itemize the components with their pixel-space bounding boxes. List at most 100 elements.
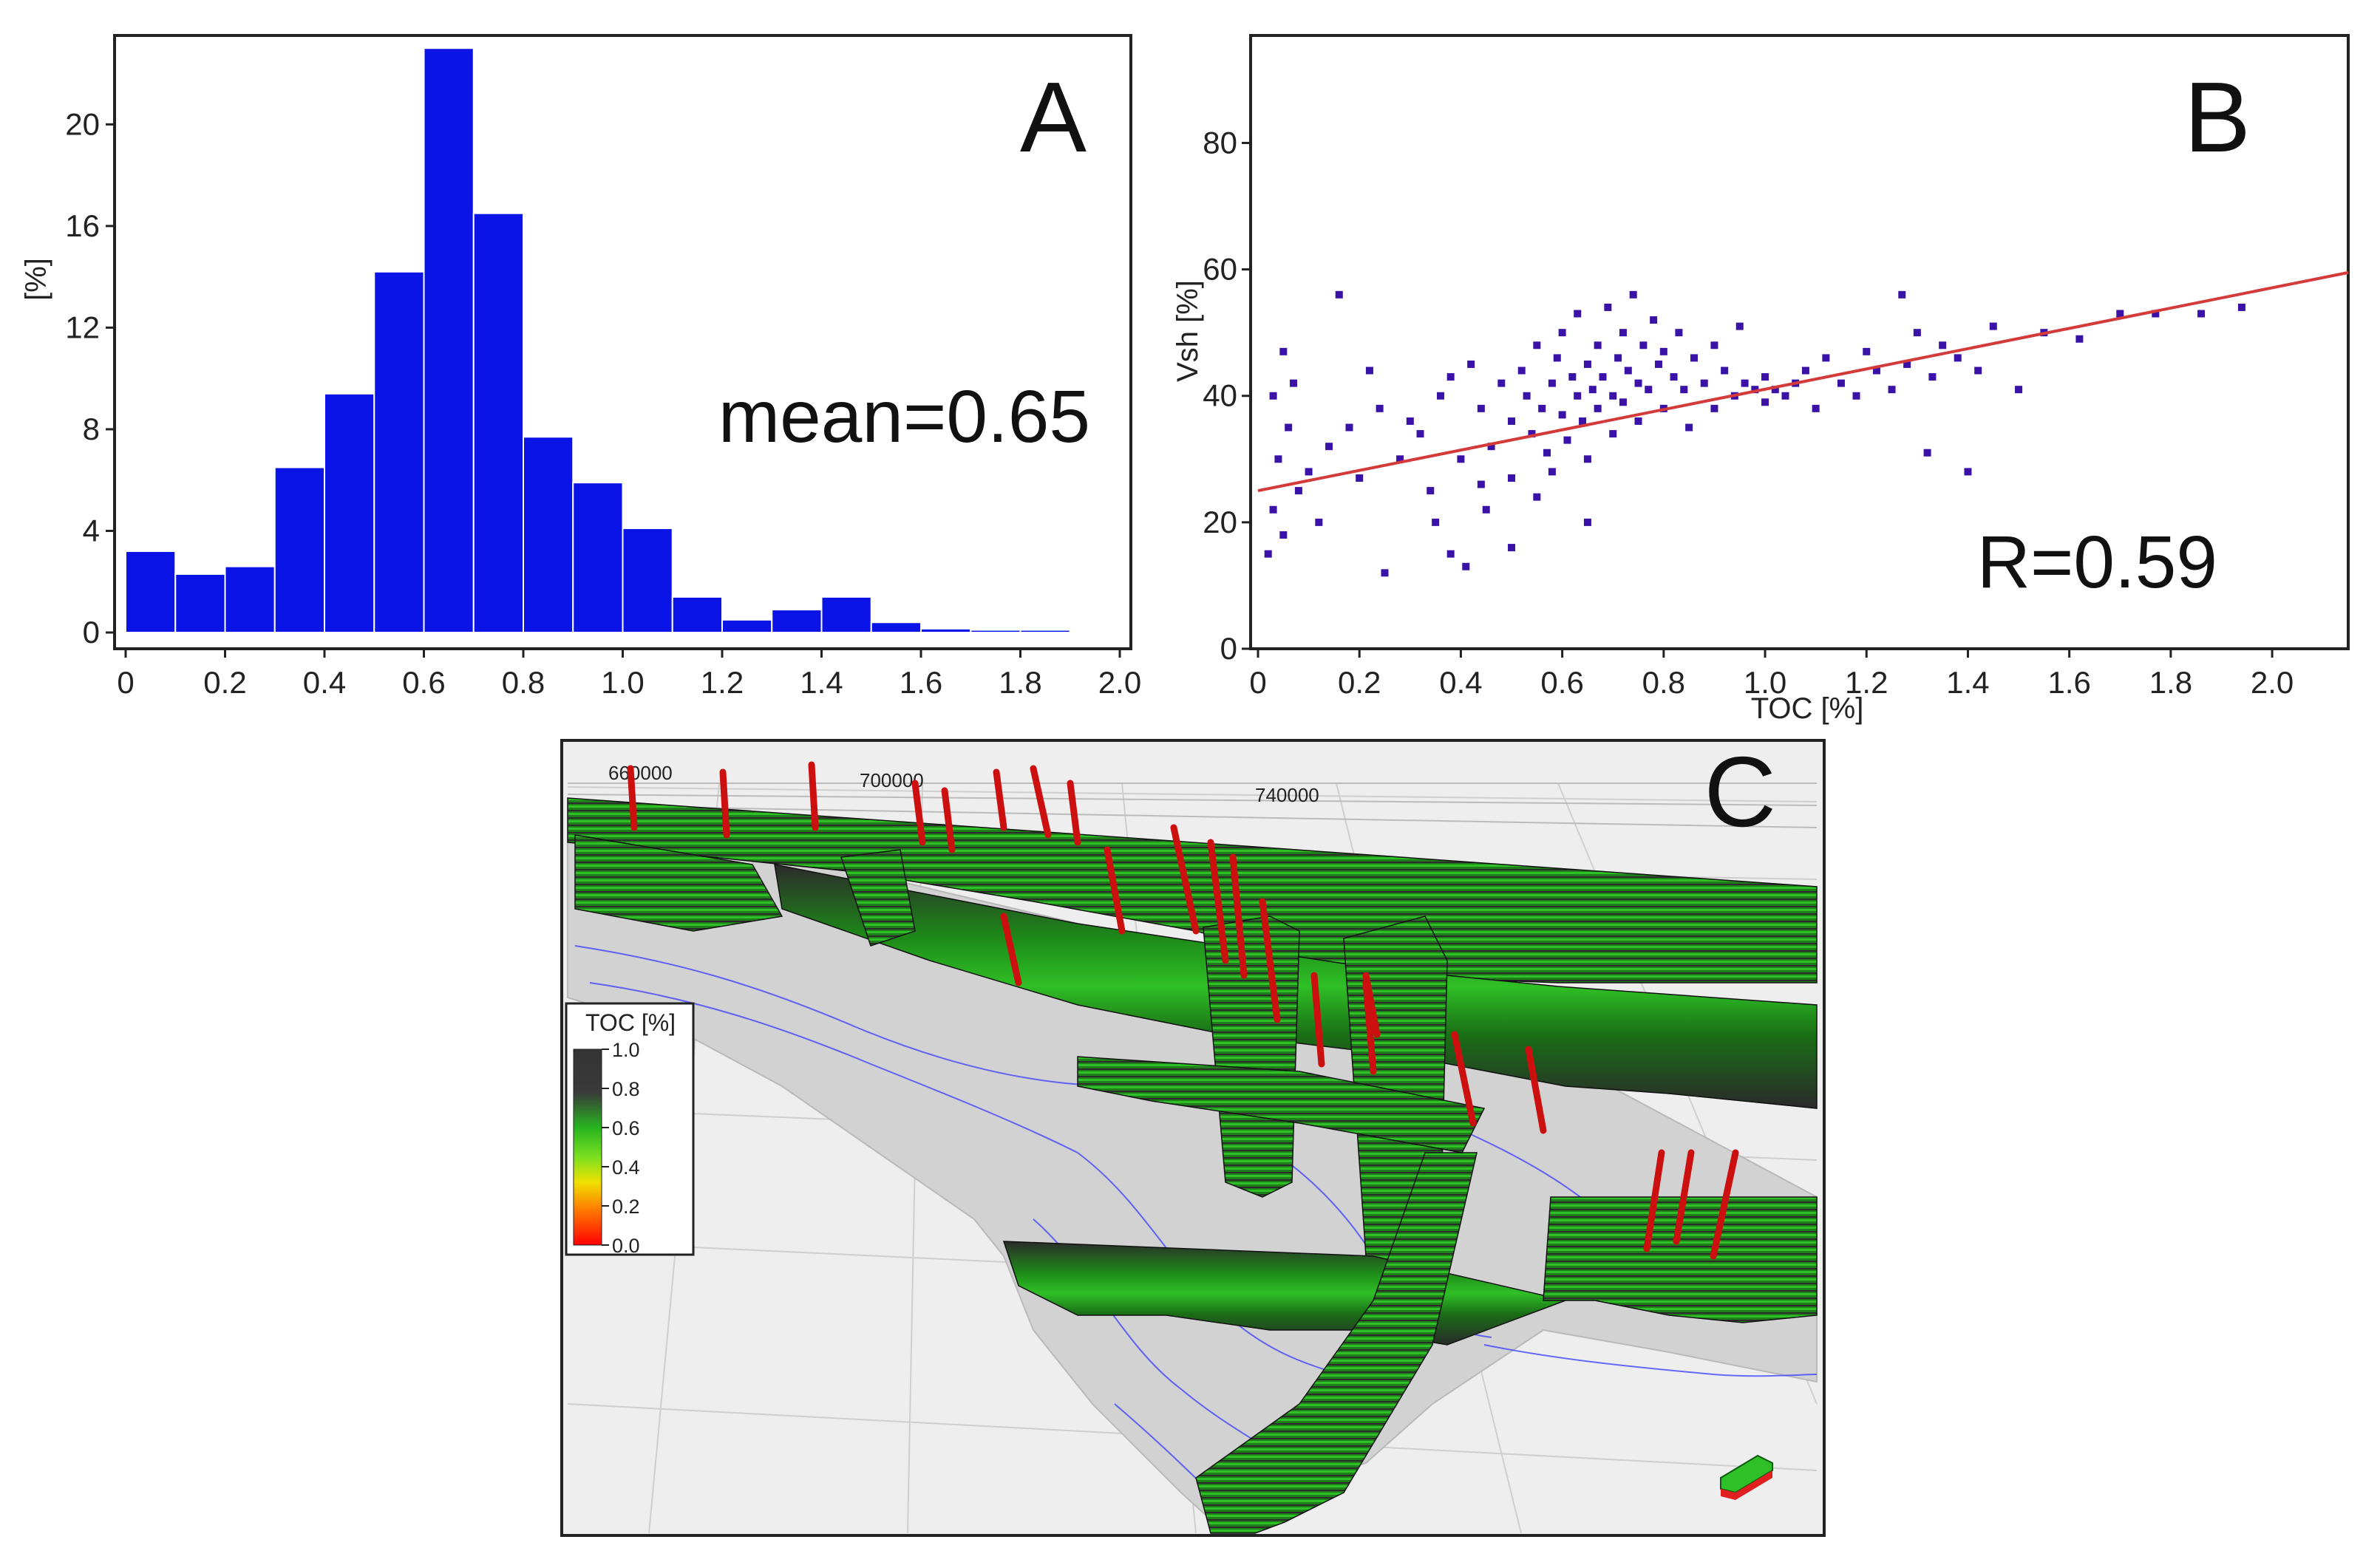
legend-title: TOC [%]	[585, 1009, 676, 1036]
scatter-point	[2116, 310, 2124, 318]
scatter-point	[1462, 562, 1470, 570]
legend-tick-label: 0.8	[612, 1078, 640, 1100]
panel-b: Vsh [%] TOC [%] B R=0.59 0 0.2 0.4 0.6 0.8 1.…	[1168, 0, 2380, 739]
scatter-point	[1609, 430, 1617, 438]
x-tick-label: 1.6	[900, 665, 942, 700]
scatter-point	[1923, 449, 1931, 457]
scatter-point	[1269, 505, 1277, 514]
scatter-point	[1659, 347, 1667, 355]
scatter-point	[1939, 341, 1947, 350]
scatter-point	[1928, 373, 1937, 381]
scatter-point	[1523, 392, 1531, 400]
scatter-point	[1837, 379, 1845, 387]
scatter-point	[1913, 329, 1921, 337]
x-tick-label: 1.8	[999, 665, 1041, 700]
scatter-point	[1574, 392, 1582, 400]
y-axis-label: [%]	[20, 258, 52, 301]
histogram-bar	[373, 270, 425, 633]
scatter-point	[1325, 443, 1333, 451]
legend-tick-label: 0.6	[612, 1117, 640, 1139]
toc-sections	[567, 797, 1818, 1534]
scatter-point	[1487, 443, 1495, 451]
histogram-bar	[970, 629, 1021, 634]
x-tick-label: 0.6	[1540, 665, 1583, 700]
scatter-point	[1579, 417, 1587, 425]
y-axis-label: Vsh [%]	[1172, 280, 1204, 382]
scatter-point	[1680, 386, 1688, 394]
scatter-point	[1563, 436, 1571, 444]
scatter-point	[1771, 386, 1779, 394]
scatter-point	[1888, 386, 1896, 394]
r-annotation: R=0.59	[1977, 521, 2217, 604]
scatter-point	[1279, 531, 1288, 539]
scatter-point	[2152, 310, 2160, 318]
scatter-point	[1654, 360, 1662, 368]
scatter-point	[1548, 468, 1556, 476]
scatter-point	[1508, 417, 1516, 425]
scatter-point	[1852, 392, 1860, 400]
x-tick-label: 1.6	[2047, 665, 2090, 700]
x-tick-label: 1.4	[1946, 665, 1989, 700]
scatter-point	[1446, 550, 1455, 558]
scatter-point	[2075, 335, 2084, 343]
scatter-point	[1432, 518, 1440, 526]
panel-label-b: B	[2184, 61, 2251, 173]
scatter-point	[1761, 373, 1769, 381]
y-tick-label: 20	[65, 106, 100, 141]
scatter-point	[1614, 354, 1622, 362]
x-tick-label: 1.2	[701, 665, 744, 700]
scatter-point	[1989, 322, 1997, 330]
scatter-point	[1583, 455, 1591, 463]
histogram-bar	[273, 466, 325, 633]
scatter-point	[1376, 404, 1384, 412]
scatter-point	[1497, 379, 1506, 387]
histogram-bar	[523, 436, 574, 633]
scatter-point	[1624, 366, 1632, 375]
scatter-point	[1645, 386, 1653, 394]
x-tick-label: 1.0	[601, 665, 644, 700]
scatter-point	[1685, 423, 1693, 432]
histogram-bar	[174, 573, 226, 633]
y-tick-label: 20	[1203, 505, 1237, 539]
scatter-point	[1406, 417, 1414, 425]
panel-a: [%] A mean=0.65 0 0.2 0.4 0.6 0.8 1.0 1.2 1.4 1.…	[0, 0, 1168, 709]
scatter-point	[1670, 373, 1678, 381]
scatter-point	[1735, 322, 1744, 330]
scatter-point	[1508, 474, 1516, 482]
scatter-point	[1812, 404, 1820, 412]
histogram-bar	[820, 596, 872, 633]
scatter-point	[1574, 310, 1582, 318]
panel-c: 660000 700000 740000 C	[560, 736, 1826, 1537]
scatter-point	[1568, 373, 1577, 381]
scatter-point	[1801, 366, 1809, 375]
toc-legend: TOC [%] 1.0 0.8 0.6 0.4 0.2 0.0	[565, 1002, 695, 1257]
legend-tick-label: 0.0	[612, 1235, 640, 1257]
scatter-point	[1619, 398, 1627, 406]
x-tick-label: 1.4	[800, 665, 843, 700]
y-tick-label: 12	[65, 310, 100, 344]
x-tick-label: 1.8	[2149, 665, 2192, 700]
scatter-point	[1533, 493, 1541, 501]
x-tick-label: 0.6	[402, 665, 445, 700]
scatter-point	[1294, 487, 1302, 495]
orientation-arrow	[1720, 1454, 1773, 1500]
histogram-chart: [%] A mean=0.65 0 0.2 0.4 0.6 0.8 1.0 1.2 1.4 1.…	[20, 34, 1141, 700]
x-tick-label: 0.4	[303, 665, 346, 700]
scatter-point	[1650, 316, 1658, 324]
x-tick-label: 2.0	[1098, 665, 1141, 700]
scatter-point	[1690, 354, 1698, 362]
x-tick-label: 0	[1249, 665, 1266, 700]
scatter-point	[2237, 303, 2245, 311]
scatter-point	[1863, 347, 1871, 355]
scatter-point	[1381, 569, 1389, 577]
histogram-bar	[870, 621, 922, 634]
scatter-point	[1872, 366, 1880, 375]
y-tick-label: 16	[65, 208, 100, 243]
legend-ticks: 1.0 0.8 0.6 0.4 0.2 0.0	[602, 1039, 640, 1257]
scatter-point	[1305, 468, 1313, 476]
scatter-point	[1553, 354, 1561, 362]
scatter-point	[1533, 341, 1541, 350]
histogram-bar	[572, 482, 624, 634]
scatter-point	[1675, 329, 1683, 337]
x-tick-label: 0.8	[1642, 665, 1685, 700]
